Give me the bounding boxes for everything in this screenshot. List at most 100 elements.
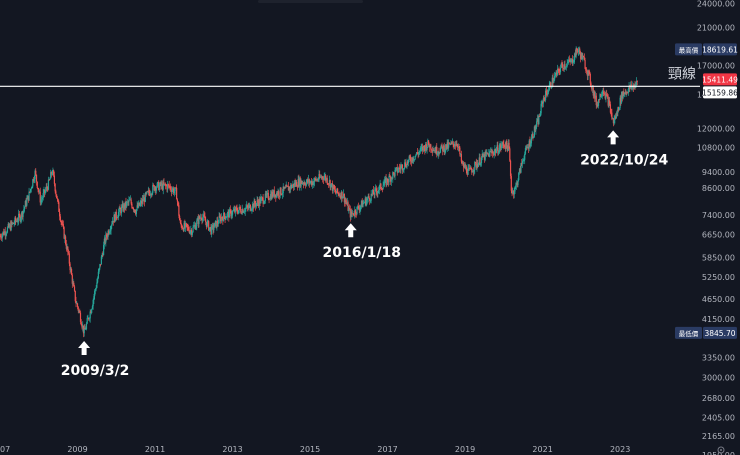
candle-body [157,181,159,183]
candle-body [513,191,515,195]
candle-body [276,192,278,196]
candle-body [120,209,122,214]
candle-body [509,148,511,161]
candle-body [483,154,486,160]
candle-body [602,91,604,94]
candle-body [580,53,582,59]
candle-body [231,214,233,217]
candle-body [482,153,484,157]
time-axis[interactable]: 2007 2009 2011 2013 2015 2017 2019 2021 2023 [0,445,630,454]
candle-body [532,134,534,138]
candle-body [46,186,48,188]
candle-body [371,193,373,195]
candle-body [471,169,473,173]
candle-body [246,205,248,208]
candle-body [18,213,20,221]
candle-body [252,203,255,209]
candle-body [305,182,307,186]
candle-body [97,278,99,283]
candle-body [282,186,284,194]
candle-body [562,67,565,70]
candle-body [372,189,374,195]
candle-body [376,191,378,194]
candle-body [511,190,513,193]
candle-body [372,189,375,195]
settings-gear-icon[interactable] [717,446,725,454]
y-tick-label: 2680.00 [702,394,735,403]
candle-body [207,221,209,222]
candle-body [520,163,522,173]
candle-body [413,159,415,161]
candle-body [29,191,31,193]
candle-body [569,60,571,63]
candle-body [62,223,64,225]
candle-body [350,211,352,218]
candle-body [194,225,196,230]
candle-body [599,94,601,100]
candle-body [47,187,49,190]
candle-body [465,166,468,173]
top-toolbar-tab[interactable] [258,0,363,3]
candle-body [253,200,255,209]
candle-body [622,91,624,99]
candle-body [426,147,428,151]
candle-body [139,203,141,206]
candle-body [623,93,626,95]
candle-body [266,193,268,196]
candle-body [484,151,486,160]
candle-body [338,193,340,196]
up-arrow-icon [344,223,357,238]
x-tick-label: 2013 [222,445,242,454]
candle-body [100,264,102,265]
y-tick-label: 10800.00 [697,143,735,152]
candle-body [396,167,398,173]
candle-body [374,188,376,196]
candle-body [619,97,621,108]
candle-body [544,98,546,101]
candle-body [368,195,370,199]
candle-body [551,77,553,88]
candle-body [428,144,430,148]
candle-body [293,183,295,188]
candle-body [19,215,21,221]
candle-body [398,167,401,169]
candle-body [211,225,213,235]
candle-body [115,211,117,218]
candle-body [143,197,146,202]
candle-body [359,207,361,211]
candle-body [535,127,537,131]
candle-body [30,188,32,190]
candle-body [44,189,46,193]
candle-body [446,142,448,149]
candle-body [214,221,217,223]
candle-body [379,183,381,186]
candle-body [214,222,216,228]
candle-body [283,186,285,189]
candle-body [516,182,518,186]
candle-body [113,214,115,223]
candle-body [114,214,116,222]
candle-body [548,85,550,91]
candle-body [179,215,181,221]
candle-body [248,205,250,209]
candle-body [94,289,97,291]
candle-body [108,231,111,234]
candle-body [360,205,362,208]
candle-body [617,107,619,114]
candle-body [463,164,465,168]
annotations-layer: 2009/3/2 2016/1/18 2022/10/24 [61,130,668,379]
candle-body [35,170,37,175]
candle-body [483,154,485,157]
candle-body [287,186,289,187]
candle-body [325,178,328,181]
candle-body [403,168,405,170]
candle-body [265,193,267,196]
candle-body [583,57,585,61]
candle-body [299,178,301,187]
candle-body [161,183,164,190]
candle-body [233,209,235,211]
candle-body [228,209,231,218]
date-annotation: 2009/3/2 [61,363,130,379]
candle-body [524,148,527,154]
candle-body [300,180,302,187]
